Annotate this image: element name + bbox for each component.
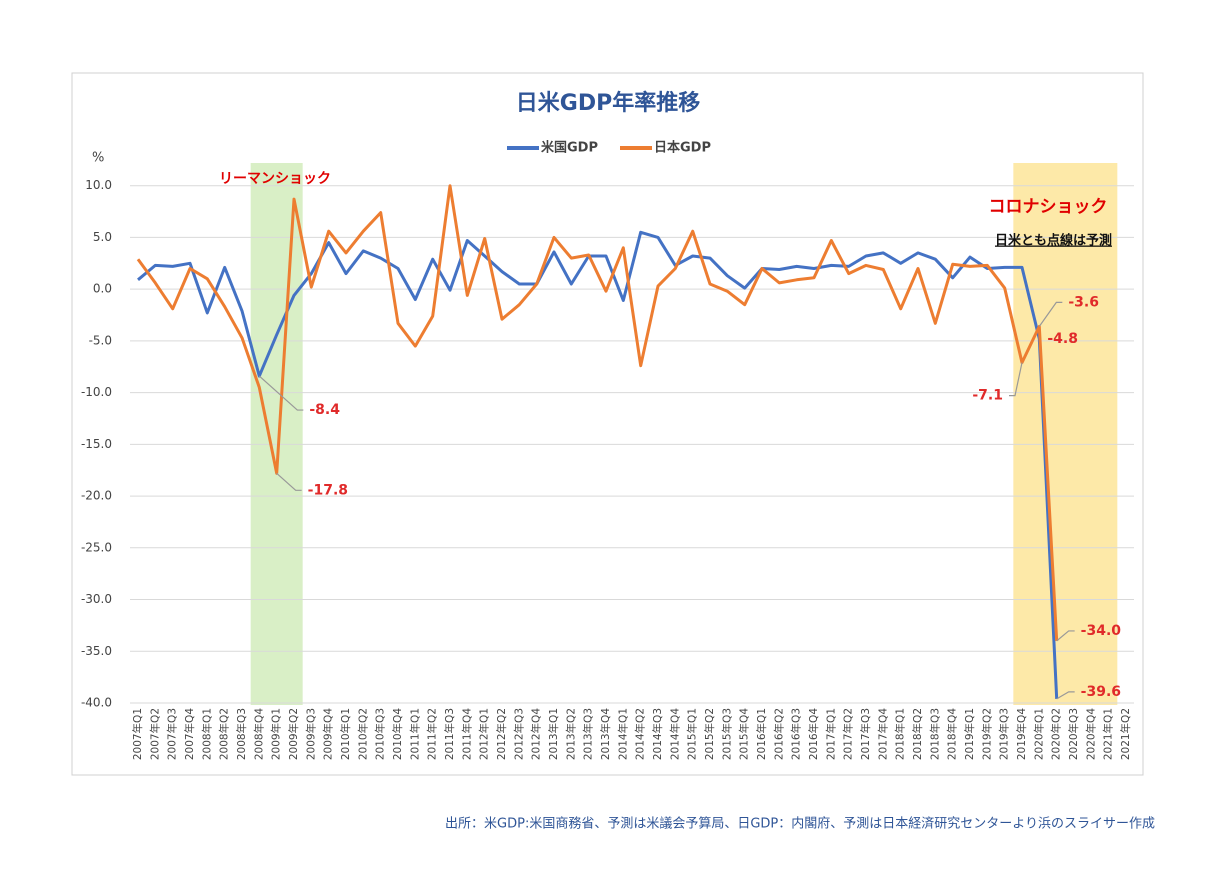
y-tick-label: -20.0 [81, 489, 112, 503]
x-tick-label: 2017年Q4 [876, 708, 889, 760]
y-tick-label: 0.0 [93, 282, 112, 296]
x-tick-label: 2014年Q2 [634, 708, 647, 760]
x-tick-label: 2013年Q3 [582, 708, 595, 760]
x-tick-label: 2008年Q1 [200, 708, 213, 760]
x-tick-label: 2015年Q1 [686, 708, 699, 760]
y-tick-label: 10.0 [85, 178, 112, 192]
y-tick-label: -25.0 [81, 540, 112, 554]
x-tick-label: 2008年Q2 [218, 708, 231, 760]
x-tick-label: 2016年Q1 [755, 708, 768, 760]
x-tick-label: 2019年Q2 [980, 708, 993, 760]
x-tick-label: 2014年Q3 [651, 708, 664, 760]
leader-line [1056, 691, 1075, 700]
x-tick-label: 2014年Q1 [616, 708, 629, 760]
x-tick-label: 2017年Q1 [824, 708, 837, 760]
x-tick-label: 2011年Q1 [408, 708, 421, 760]
x-tick-label: 2017年Q2 [842, 708, 855, 760]
x-tick-label: 2007年Q4 [183, 708, 196, 760]
y-tick-label: -15.0 [81, 437, 112, 451]
x-tick-label: 2011年Q4 [460, 708, 473, 760]
x-tick-label: 2011年Q3 [443, 708, 456, 760]
x-tick-label: 2020年Q2 [1050, 708, 1063, 760]
x-tick-label: 2008年Q4 [252, 708, 265, 760]
x-tick-label: 2018年Q4 [946, 708, 959, 760]
x-tick-label: 2013年Q2 [564, 708, 577, 760]
data-label: -17.8 [308, 482, 348, 498]
x-tick-label: 2012年Q2 [495, 708, 508, 760]
highlight-band [1013, 163, 1118, 705]
x-tick-label: 2012年Q4 [530, 708, 543, 760]
x-tick-label: 2007年Q2 [148, 708, 161, 760]
y-tick-label: -30.0 [81, 592, 112, 606]
source-note: 出所：米GDP:米国商務省、予測は米議会予算局、日GDP：内閣府、予測は日本経済… [445, 816, 1155, 832]
x-tick-label: 2015年Q2 [703, 708, 716, 760]
x-tick-label: 2014年Q4 [668, 708, 681, 760]
x-tick-label: 2016年Q3 [790, 708, 803, 760]
x-tick-label: 2019年Q1 [963, 708, 976, 760]
x-tick-label: 2019年Q3 [998, 708, 1011, 760]
x-tick-label: 2008年Q3 [235, 708, 248, 760]
y-tick-label: -35.0 [81, 644, 112, 658]
x-tick-label: 2010年Q3 [374, 708, 387, 760]
highlight-band [250, 163, 303, 705]
x-tick-label: 2021年Q1 [1102, 708, 1115, 760]
x-tick-label: 2007年Q3 [166, 708, 179, 760]
data-label: -34.0 [1081, 623, 1122, 639]
x-tick-label: 2013年Q1 [547, 708, 560, 760]
leader-line [1056, 630, 1075, 642]
x-tick-label: 2021年Q2 [1119, 708, 1132, 760]
y-tick-label: 5.0 [93, 230, 112, 244]
data-label: -39.6 [1081, 684, 1121, 700]
x-tick-label: 2020年Q1 [1032, 708, 1045, 760]
x-tick-label: 2011年Q2 [426, 708, 439, 760]
highlight-label: コロナショック [989, 197, 1108, 217]
leader-line [258, 375, 304, 411]
y-unit: % [92, 151, 104, 166]
x-tick-label: 2018年Q1 [894, 708, 907, 760]
x-tick-label: 2009年Q1 [270, 708, 283, 760]
x-tick-label: 2015年Q4 [738, 708, 751, 760]
highlight-label: リーマンショック [219, 171, 331, 187]
chart-title: 日米GDP年率推移 [516, 90, 700, 116]
x-tick-label: 2013年Q4 [599, 708, 612, 760]
series-line [136, 184, 1059, 641]
y-tick-label: -10.0 [81, 385, 112, 399]
x-tick-label: 2009年Q3 [304, 708, 317, 760]
legend-label: 日本GDP [654, 140, 711, 156]
x-tick-label: 2009年Q4 [322, 708, 335, 760]
highlight-layer [130, 163, 1134, 705]
leader-line [276, 472, 302, 491]
x-tick-label: 2012年Q1 [478, 708, 491, 760]
series-line [137, 230, 1059, 699]
data-label: -8.4 [309, 402, 340, 418]
x-tick-label: 2010年Q2 [356, 708, 369, 760]
data-label: -7.1 [972, 388, 1003, 404]
x-tick-label: 2017年Q3 [859, 708, 872, 760]
x-tick-label: 2020年Q3 [1067, 708, 1080, 760]
x-tick-label: 2010年Q1 [339, 708, 352, 760]
chart-frame [71, 72, 1144, 776]
x-tick-label: 2018年Q2 [911, 708, 924, 760]
x-tick-label: 2015年Q3 [720, 708, 733, 760]
leader-line [1009, 362, 1023, 397]
leader-line [1038, 301, 1063, 327]
x-tick-label: 2007年Q1 [131, 708, 144, 760]
x-tick-label: 2020年Q4 [1084, 708, 1097, 760]
x-tick-label: 2016年Q4 [807, 708, 820, 760]
data-label: -4.8 [1047, 331, 1078, 347]
x-tick-label: 2018年Q3 [928, 708, 941, 760]
x-tick-label: 2012年Q3 [512, 708, 525, 760]
y-tick-label: -5.0 [89, 333, 112, 347]
x-tick-label: 2009年Q2 [287, 708, 300, 760]
legend-label: 米国GDP [541, 140, 598, 156]
x-tick-label: 2010年Q4 [391, 708, 404, 760]
data-label: -3.6 [1068, 294, 1099, 310]
y-tick-label: -40.0 [81, 696, 112, 710]
x-tick-label: 2016年Q2 [772, 708, 785, 760]
x-tick-label: 2019年Q4 [1015, 708, 1028, 760]
forecast-note: 日米とも点線は予測 [995, 233, 1112, 249]
